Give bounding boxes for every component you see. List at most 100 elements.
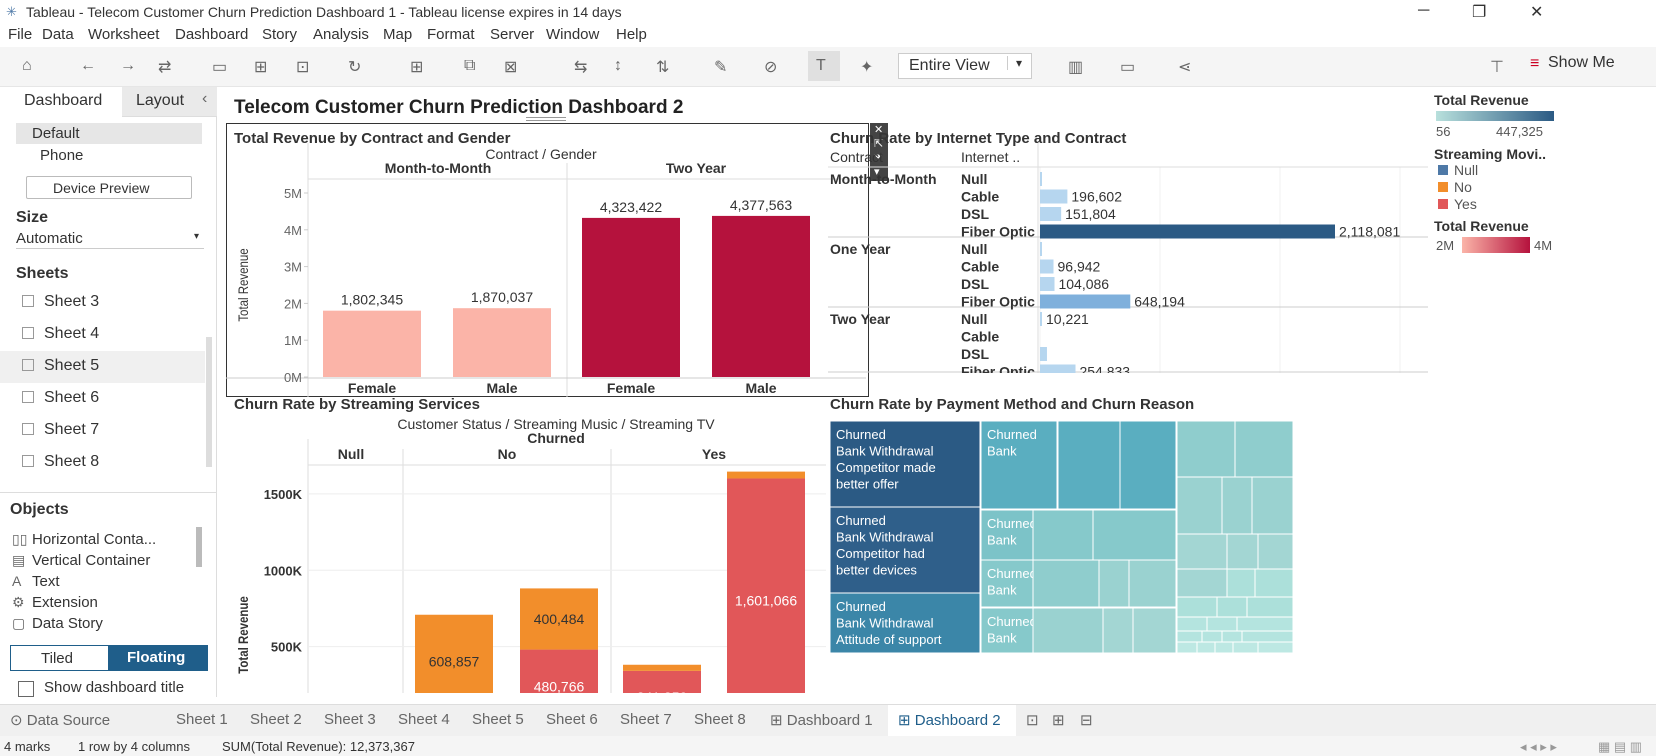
- revenue-by-contract-panel[interactable]: [226, 123, 869, 397]
- device-phone[interactable]: Phone: [40, 147, 84, 164]
- pin-icon[interactable]: ✦: [860, 59, 874, 76]
- object-text[interactable]: A Text: [12, 573, 60, 590]
- tab-sheet-5[interactable]: Sheet 5: [472, 711, 524, 728]
- tab-dashboard[interactable]: Dashboard: [0, 87, 120, 117]
- page-nav-icons[interactable]: ◂ ◂ ▸ ▸: [1520, 739, 1557, 754]
- object-vertical-container[interactable]: ▤ Vertical Container: [12, 552, 151, 569]
- device-default[interactable]: Default: [16, 123, 202, 144]
- fit-select[interactable]: Entire View ▾: [898, 53, 1032, 79]
- collapse-icon[interactable]: ‹: [202, 90, 208, 107]
- menu-worksheet[interactable]: Worksheet: [88, 26, 160, 43]
- share-icon[interactable]: ⋖: [1178, 59, 1192, 76]
- show-title-checkbox[interactable]: [18, 681, 34, 697]
- new-worksheet-tab-icon[interactable]: ⊡: [1026, 712, 1039, 729]
- goto-sheet-icon[interactable]: ⇱: [874, 138, 884, 150]
- treemap-cell: [1251, 476, 1294, 535]
- labels-icon[interactable]: T: [816, 57, 826, 74]
- new-worksheet-icon[interactable]: ⊞: [410, 59, 424, 76]
- pause-icon[interactable]: ⊡: [296, 59, 310, 76]
- menu-window[interactable]: Window: [546, 26, 600, 43]
- objects-scrollbar[interactable]: [196, 527, 202, 567]
- presentation-icon[interactable]: ▭: [1120, 59, 1136, 76]
- show-me-icon[interactable]: ≡: [1530, 55, 1540, 72]
- bar-data-label: 4,377,563: [730, 197, 792, 213]
- dashboard-canvas: Telecom Customer Churn Prediction Dashbo…: [218, 87, 1656, 697]
- chart-icon[interactable]: ▥: [1068, 59, 1084, 76]
- drag-handle[interactable]: [526, 117, 566, 121]
- clear-sheet-icon[interactable]: ⊠: [504, 59, 518, 76]
- show-me-button[interactable]: Show Me: [1548, 54, 1615, 71]
- menu-story[interactable]: Story: [262, 26, 298, 43]
- tab-sheet-2[interactable]: Sheet 2: [250, 711, 302, 728]
- sheet-item-7[interactable]: Sheet 7: [0, 415, 205, 447]
- remove-icon[interactable]: ✕: [874, 124, 884, 136]
- menu-file[interactable]: File: [8, 26, 33, 43]
- floating-button[interactable]: Floating: [109, 645, 208, 671]
- paint-icon[interactable]: ⊤: [1490, 59, 1504, 76]
- swap-rows-icon[interactable]: ⇆: [574, 59, 588, 76]
- restore-button[interactable]: ❐: [1472, 4, 1487, 21]
- duplicate-icon[interactable]: ⧉: [464, 57, 476, 74]
- highlight-icon[interactable]: ✎: [714, 59, 728, 76]
- device-preview-button[interactable]: Device Preview: [26, 176, 192, 199]
- show-title-label: Show dashboard title: [44, 679, 185, 696]
- size-select[interactable]: Automatic ▾: [16, 229, 204, 249]
- sheet-item-4[interactable]: Sheet 4: [0, 319, 205, 351]
- new-story-tab-icon[interactable]: ⊟: [1080, 712, 1093, 729]
- menu-format[interactable]: Format: [427, 26, 475, 43]
- menu-data[interactable]: Data: [42, 26, 74, 43]
- menu-map[interactable]: Map: [383, 26, 413, 43]
- treemap-cell: [1092, 509, 1177, 561]
- extension-icon: ⚙: [12, 594, 25, 610]
- show-labels-button[interactable]: [808, 51, 840, 81]
- group-label: Yes: [702, 446, 726, 462]
- treemap-cell: [1032, 509, 1094, 561]
- tab-sheet-3[interactable]: Sheet 3: [324, 711, 376, 728]
- sort-descending-icon[interactable]: ⇅: [656, 59, 670, 76]
- tab-sheet-8[interactable]: Sheet 8: [694, 711, 746, 728]
- menu-dashboard[interactable]: Dashboard: [175, 26, 249, 43]
- tab-sheet-7[interactable]: Sheet 7: [620, 711, 672, 728]
- sheet-item-8[interactable]: Sheet 8: [0, 447, 205, 479]
- tab-sheet-4[interactable]: Sheet 4: [398, 711, 450, 728]
- tab-dashboard-2[interactable]: ⊞ Dashboard 2: [888, 705, 1016, 736]
- internet-type-label: DSL: [961, 206, 989, 222]
- treemap-cell: [1206, 616, 1238, 632]
- refresh-icon[interactable]: ↻: [348, 59, 362, 76]
- more-options-icon[interactable]: ▾: [874, 166, 880, 178]
- minimize-button[interactable]: ─: [1418, 2, 1430, 19]
- object-extension[interactable]: ⚙ Extension: [12, 594, 98, 611]
- sort-ascending-icon[interactable]: ↕: [614, 57, 622, 74]
- close-button[interactable]: ✕: [1530, 4, 1544, 21]
- save-icon[interactable]: ▭: [212, 59, 228, 76]
- tab-layout[interactable]: Layout ‹: [122, 87, 217, 117]
- object-data-story[interactable]: ▢ Data Story: [12, 615, 103, 632]
- tab-data-source[interactable]: ⊙ Data Source: [10, 712, 111, 729]
- view-mode-icons[interactable]: ▦ ▤ ▥: [1598, 739, 1643, 754]
- swap-icon[interactable]: ⇄: [158, 59, 172, 76]
- new-dashboard-tab-icon[interactable]: ⊞: [1052, 712, 1065, 729]
- legend-revenue-max: 447,325: [1496, 124, 1543, 139]
- treemap-cell: [1226, 533, 1259, 570]
- new-datasource-icon[interactable]: ⊞: [254, 59, 268, 76]
- menu-analysis[interactable]: Analysis: [313, 26, 369, 43]
- tab-sheet-1[interactable]: Sheet 1: [176, 711, 228, 728]
- redo-icon[interactable]: →: [120, 57, 136, 74]
- group-icon[interactable]: ⊘: [764, 59, 778, 76]
- tiled-button[interactable]: Tiled: [10, 645, 109, 671]
- bar-data-label: 608,857: [429, 653, 480, 669]
- internet-type-label: Fiber Optic: [961, 224, 1035, 240]
- object-horizontal-container[interactable]: ▯▯ Horizontal Conta...: [12, 531, 157, 548]
- undo-icon[interactable]: ←: [80, 57, 96, 74]
- menu-help[interactable]: Help: [616, 26, 647, 43]
- menu-server[interactable]: Server: [490, 26, 535, 43]
- tab-dashboard-1[interactable]: ⊞ Dashboard 1: [770, 712, 873, 729]
- sheet-item-3[interactable]: Sheet 3: [0, 287, 205, 319]
- filter-icon[interactable]: ⏷: [874, 151, 883, 163]
- home-icon[interactable]: ⌂: [22, 57, 32, 74]
- tab-sheet-6[interactable]: Sheet 6: [546, 711, 598, 728]
- sheet-item-6[interactable]: Sheet 6: [0, 383, 205, 415]
- group-label: Month-to-Month: [385, 160, 492, 176]
- sheet-item-5[interactable]: Sheet 5: [0, 351, 205, 383]
- sheets-scrollbar[interactable]: [206, 337, 212, 467]
